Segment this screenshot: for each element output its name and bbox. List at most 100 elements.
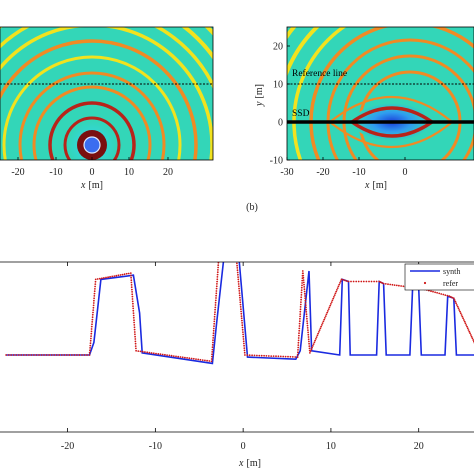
refer-point: [307, 336, 310, 338]
refer-point: [400, 285, 402, 287]
x-tick-label-left-3: 10: [124, 167, 134, 178]
refer-point: [238, 292, 241, 294]
refer-point: [299, 315, 301, 318]
refer-point: [301, 279, 304, 282]
refer-point: [314, 339, 316, 342]
refer-point: [132, 307, 135, 310]
refer-point: [304, 302, 307, 304]
refer-point: [236, 264, 239, 267]
refer-point: [235, 256, 237, 258]
refer-point: [115, 274, 118, 277]
refer-point: [212, 341, 214, 344]
refer-point: [226, 257, 228, 259]
refer-point: [93, 290, 96, 293]
refer-point: [242, 335, 245, 338]
refer-point: [242, 331, 244, 333]
refer-point: [241, 328, 244, 331]
refer-point: [152, 352, 155, 355]
refer-point: [307, 329, 309, 331]
panel-top-left: -20 -10 0 10 20 x [m]: [0, 26, 214, 191]
refer-point: [382, 282, 385, 285]
refer-point: [453, 299, 456, 301]
refer-point: [436, 291, 438, 294]
series-synth-line: [6, 262, 474, 365]
refer-point: [297, 351, 299, 354]
refer-point: [148, 351, 151, 354]
refer-point: [301, 270, 304, 272]
refer-point: [240, 312, 243, 315]
refer-point: [365, 280, 368, 283]
refer-point: [94, 285, 96, 288]
refer-point: [265, 355, 268, 357]
refer-point: [297, 339, 300, 342]
refer-point: [243, 344, 246, 347]
refer-point: [139, 350, 142, 353]
refer-point: [340, 278, 343, 281]
refer-point: [243, 347, 246, 349]
refer-point: [132, 312, 135, 314]
refer-point: [236, 267, 239, 269]
refer-point: [155, 352, 157, 355]
refer-point: [213, 318, 216, 320]
panel-frame-left: [0, 26, 214, 161]
refer-point: [448, 295, 451, 298]
refer-point: [172, 355, 175, 357]
refer-point: [305, 311, 308, 313]
refer-point: [93, 292, 96, 295]
refer-point: [96, 278, 99, 280]
refer-point: [211, 344, 214, 346]
refer-point: [239, 306, 242, 308]
refer-point: [192, 357, 195, 360]
refer-point: [327, 310, 329, 312]
refer-point: [215, 285, 218, 288]
ring-left-9: [63, 116, 121, 160]
refer-point: [256, 354, 258, 357]
source-core-left: [83, 136, 101, 154]
refer-point: [105, 276, 107, 279]
refer-point: [299, 310, 302, 313]
refer-point: [237, 280, 240, 283]
refer-point: [43, 354, 45, 356]
refer-point: [215, 287, 218, 290]
refer-point: [470, 335, 473, 338]
refer-point: [333, 294, 336, 296]
refer-point: [298, 329, 301, 332]
refer-point: [134, 335, 137, 338]
refer-point: [12, 354, 15, 356]
refer-point: [303, 290, 306, 293]
refer-point: [303, 286, 306, 288]
refer-point: [164, 353, 166, 356]
panel-top-right: Reference line SSD -30 -20 -10 0 20 10 0 -10 x…: [246, 26, 474, 213]
refer-point: [35, 354, 38, 356]
refer-point: [212, 327, 215, 330]
refer-point: [210, 360, 213, 363]
refer-point: [339, 280, 342, 282]
refer-point: [230, 255, 232, 257]
refer-point: [328, 306, 331, 309]
refer-point: [15, 354, 18, 356]
refer-point: [329, 304, 332, 307]
refer-point: [134, 345, 137, 347]
refer-point: [301, 284, 303, 287]
x-tick-label-right-3: 0: [403, 167, 408, 178]
refer-point: [253, 354, 256, 357]
refer-point: [131, 291, 134, 293]
refer-point: [300, 291, 303, 294]
refer-point: [214, 308, 217, 311]
refer-point: [89, 342, 92, 345]
refer-point: [308, 345, 311, 347]
refer-point: [350, 280, 352, 283]
refer-point: [302, 281, 305, 284]
x-axis-label-right: x [m]: [364, 180, 387, 191]
refer-point: [131, 300, 134, 303]
refer-point: [357, 280, 360, 283]
refer-point: [211, 346, 214, 349]
x-tick-label-left-1: -10: [49, 167, 62, 178]
refer-point: [297, 344, 300, 346]
refer-point: [212, 339, 214, 342]
refer-point: [86, 354, 88, 356]
refer-point: [131, 295, 134, 298]
refer-point: [221, 258, 223, 260]
refer-point: [375, 280, 378, 283]
